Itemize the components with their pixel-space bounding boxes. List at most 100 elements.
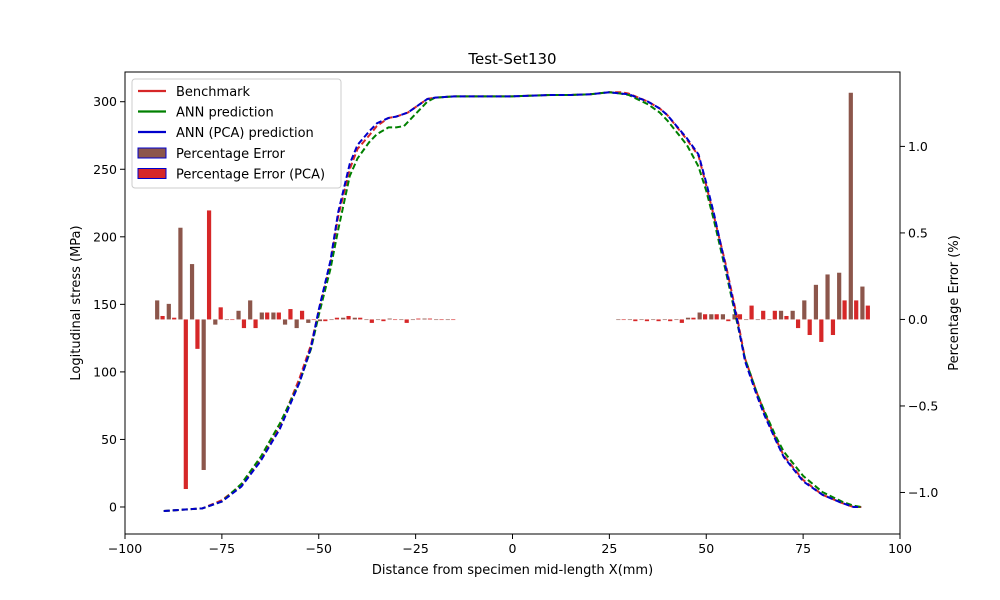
error-pca-bar-35 [726, 319, 731, 322]
error-pca-bar-22 [416, 318, 421, 320]
error-bar-7 [236, 310, 241, 320]
x-axis: −100 −75 −50 −25 0 25 50 75 100 [108, 534, 912, 556]
error-bar-17 [352, 317, 357, 320]
error-pca-bar-23 [427, 318, 433, 320]
error-bar-25 [445, 319, 450, 321]
error-bar-11 [282, 319, 288, 325]
error-pca-bar-2 [183, 319, 188, 490]
error-pca-bar-37 [749, 305, 754, 320]
error-bar-26 [616, 319, 621, 321]
error-pca-bar-45 [842, 300, 847, 320]
x-tick-label-8: 100 [888, 541, 912, 556]
error-bar-2 [178, 227, 183, 320]
x-tick-label-4: 0 [509, 541, 517, 556]
error-pca-bar-1 [172, 317, 177, 320]
legend-label-ann-pca: ANN (PCA) prediction [176, 126, 314, 141]
error-bar-47 [860, 286, 865, 320]
error-pca-bar-34 [714, 314, 719, 320]
y2-tick-label-4: 1.0 [908, 139, 928, 154]
error-pca-bar-25 [451, 319, 456, 321]
error-pca-bar-17 [358, 317, 363, 320]
error-bar-20 [387, 318, 392, 320]
legend-label-error: Percentage Error [176, 147, 286, 162]
legend-box [131, 78, 342, 189]
x-axis-title: Distance from specimen mid-length X(mm) [372, 563, 653, 578]
error-pca-bar-15 [334, 317, 340, 320]
x-tick-label-7: 75 [795, 541, 811, 556]
error-bar-10 [271, 312, 276, 320]
error-bar-29 [651, 319, 656, 321]
error-bar-16 [341, 317, 346, 320]
error-pca-bar-0 [160, 315, 165, 320]
error-pca-bar-12 [299, 310, 305, 320]
error-bar-28 [639, 319, 644, 321]
error-bar-33 [697, 312, 702, 320]
y2-tick-label-0: −1.0 [908, 485, 938, 500]
error-bar-32 [685, 317, 691, 320]
error-pca-bar-14 [323, 319, 328, 322]
y-tick-label-3: 150 [93, 297, 117, 312]
error-pca-bar-40 [784, 315, 789, 320]
error-pca-bar-38 [761, 310, 766, 320]
error-pca-bar-36 [737, 314, 743, 320]
error-bar-41 [790, 310, 795, 320]
error-bar-9 [259, 312, 264, 320]
legend-swatch-error [137, 147, 167, 159]
error-pca-bar-41 [795, 319, 801, 329]
error-bar-24 [434, 319, 439, 321]
error-pca-bar-33 [702, 314, 708, 320]
error-bar-21 [399, 319, 404, 321]
y-axis-left: 0 50 100 150 200 250 300 [93, 94, 125, 514]
error-pca-bar-21 [404, 319, 409, 323]
error-pca-bar-8 [253, 319, 258, 329]
x-tick-label-2: −50 [306, 541, 332, 556]
error-pca-bar-19 [381, 319, 386, 322]
error-pca-bar-13 [311, 319, 316, 321]
error-pca-bar-26 [621, 319, 626, 321]
error-bar-15 [329, 319, 334, 321]
error-bar-31 [674, 319, 679, 321]
error-pca-bar-30 [668, 319, 673, 322]
y-tick-label-1: 50 [101, 432, 117, 447]
error-bar-38 [755, 319, 760, 321]
error-pca-bar-7 [241, 319, 247, 329]
legend: Benchmark ANN prediction ANN (PCA) predi… [131, 78, 342, 189]
error-pca-bar-32 [691, 317, 696, 320]
x-tick-label-1: −75 [209, 541, 235, 556]
error-pca-bar-6 [230, 319, 235, 321]
error-pca-bar-3 [195, 319, 200, 349]
error-bar-18 [364, 319, 369, 321]
error-bar-6 [224, 319, 230, 321]
error-bar-37 [744, 319, 749, 321]
error-bar-5 [213, 319, 218, 325]
x-tick-label-3: −25 [402, 541, 428, 556]
error-bar-30 [662, 319, 667, 321]
error-pca-bar-18 [369, 319, 374, 323]
error-bar-36 [732, 314, 737, 320]
y-tick-label-0: 0 [109, 499, 117, 514]
x-tick-label-5: 25 [601, 541, 617, 556]
error-pca-bar-47 [865, 305, 870, 320]
y-axis-right: −1.0 −0.5 0.0 0.5 1.0 [900, 139, 938, 500]
y2-axis-title: Percentage Error (%) [947, 235, 962, 371]
error-bars-layer [155, 92, 870, 490]
error-bar-22 [410, 319, 416, 321]
y2-tick-label-3: 0.5 [908, 225, 928, 240]
series-lines-layer [163, 91, 862, 513]
error-pca-bar-11 [288, 309, 293, 320]
x-tick-label-6: 50 [698, 541, 714, 556]
error-bar-12 [294, 319, 299, 329]
error-bar-45 [837, 272, 842, 320]
error-pca-bar-43 [819, 319, 824, 342]
error-pca-bar-5 [218, 307, 223, 320]
error-bar-13 [306, 319, 311, 323]
error-bar-34 [709, 314, 714, 320]
error-pca-bar-39 [772, 310, 777, 320]
error-bar-19 [375, 319, 381, 321]
x-tick-label-0: −100 [108, 541, 142, 556]
error-pca-bar-9 [265, 312, 270, 320]
error-bar-43 [813, 284, 819, 320]
y-tick-label-2: 100 [93, 364, 117, 379]
y-tick-label-5: 250 [93, 162, 117, 177]
